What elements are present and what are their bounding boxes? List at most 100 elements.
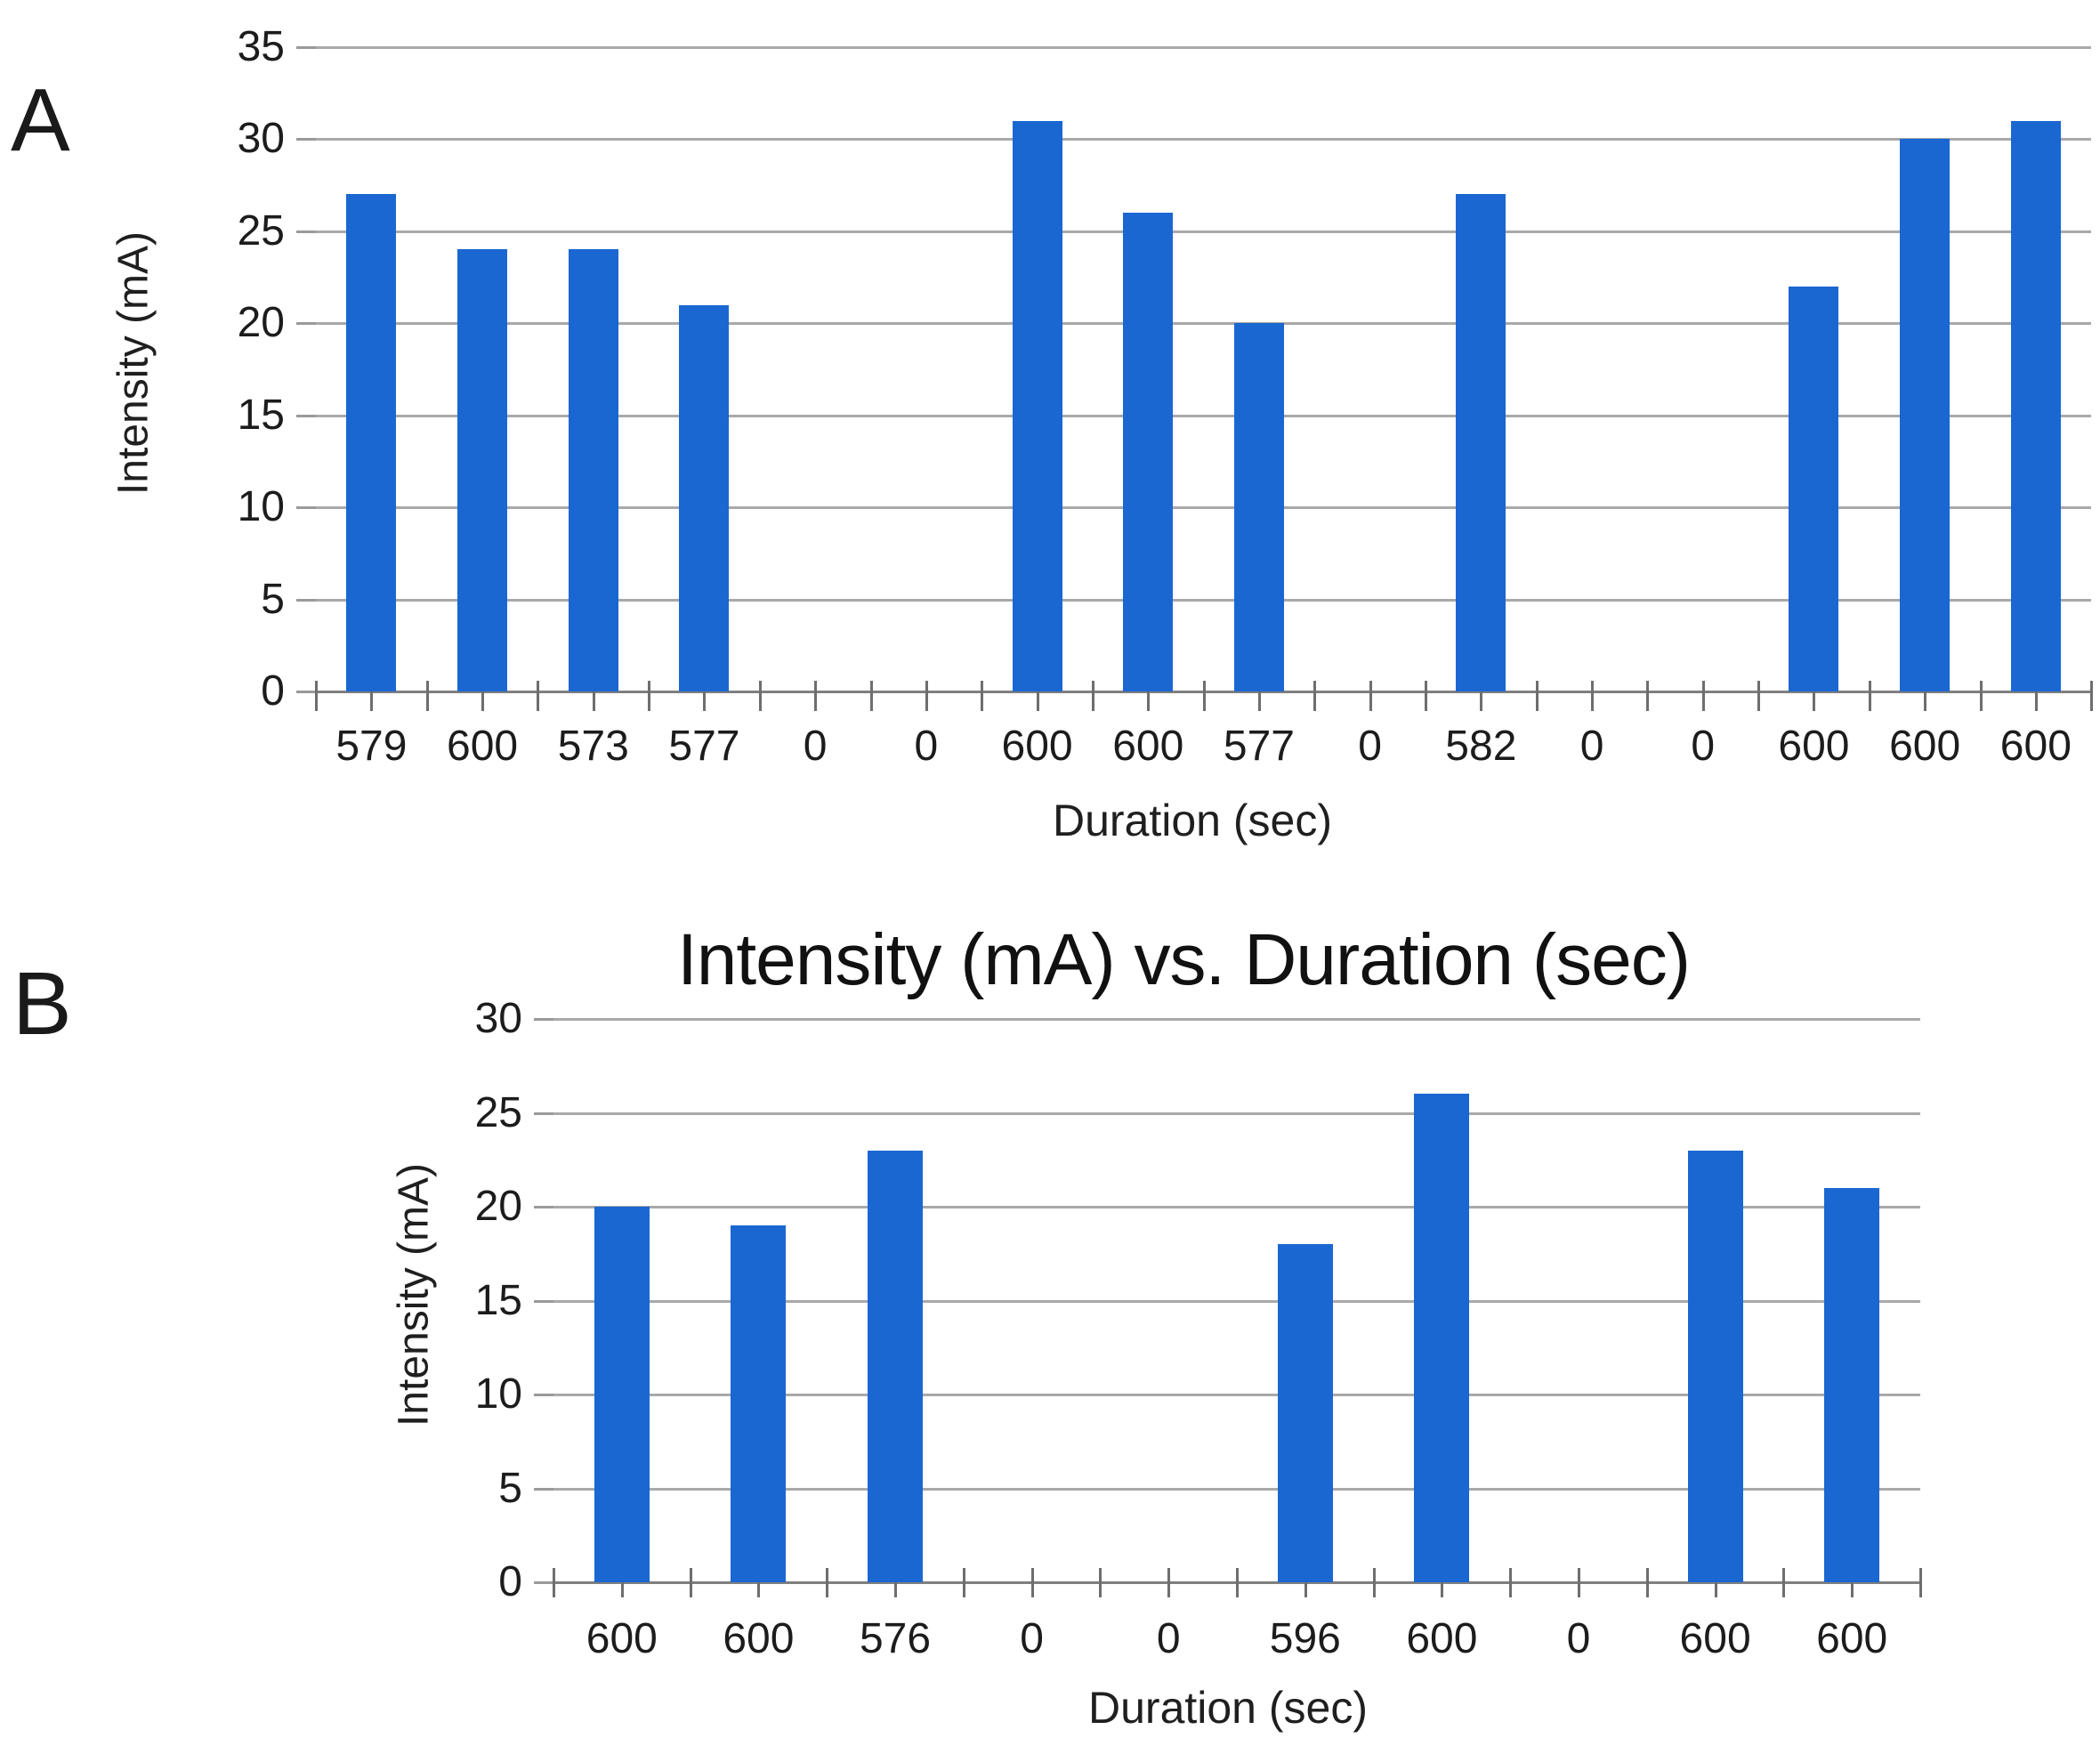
bar-600-26 <box>1123 213 1174 691</box>
x-tick-mark <box>1757 681 1761 711</box>
x-tick-mark <box>689 1568 692 1597</box>
gridline-y30 <box>316 138 2091 141</box>
bar-600-22 <box>1789 286 1839 691</box>
gridline-y35 <box>316 45 2091 49</box>
x-tick-mark <box>370 681 374 711</box>
x-tick-label: 600 <box>723 1615 795 1662</box>
y-tick-mark <box>296 691 316 693</box>
y-tick-label: 30 <box>237 115 285 163</box>
x-tick-mark <box>1236 1568 1239 1597</box>
x-tick-mark <box>1851 1568 1854 1597</box>
x-tick-label: 579 <box>335 723 408 770</box>
x-tick-mark <box>1441 1568 1444 1597</box>
x-tick-mark <box>1202 681 1206 711</box>
bar-579-27 <box>346 194 397 691</box>
plot-area-b: 0 5 10 15 20 25 30 600 600 576 0 0 596 600 0 600 600 <box>475 998 1922 1661</box>
y-tick-mark <box>534 1394 553 1396</box>
x-tick-label: 577 <box>1223 723 1295 770</box>
x-tick-label: 596 <box>1269 1615 1341 1662</box>
x-tick-label: 600 <box>1816 1615 1888 1662</box>
x-tick-mark <box>537 681 540 711</box>
y-tick-label: 30 <box>474 995 522 1042</box>
x-tick-mark <box>1979 681 1983 711</box>
x-tick-mark <box>757 1568 761 1597</box>
x-tick-mark <box>2034 681 2038 711</box>
gridline-y5 <box>553 1487 1920 1491</box>
x-tick-mark <box>1813 681 1816 711</box>
y-tick-mark <box>534 1018 553 1021</box>
x-tick-mark <box>894 1568 897 1597</box>
x-tick-mark <box>648 681 651 711</box>
x-tick-label: 0 <box>1358 723 1382 770</box>
x-tick-label: 0 <box>914 723 939 770</box>
x-axis-title-b: Duration (sec) <box>1088 1683 1368 1733</box>
gridline-y25 <box>316 230 2091 233</box>
x-tick-label: 600 <box>1001 723 1073 770</box>
x-tick-label: 600 <box>1889 723 1961 770</box>
y-tick-mark <box>534 1111 553 1115</box>
y-tick-label: 25 <box>237 206 285 255</box>
y-tick-mark <box>296 138 316 141</box>
x-tick-mark <box>1535 681 1539 711</box>
x-tick-mark <box>703 681 707 711</box>
y-tick-label: 10 <box>474 1370 522 1418</box>
bar-600-24 <box>457 249 508 691</box>
x-tick-label: 0 <box>1156 1615 1181 1662</box>
plot-area-a: 0 5 10 15 20 25 30 35 579 600 573 577 0 0 600 600 577 0 58… <box>238 25 2094 768</box>
x-tick-mark <box>2090 681 2094 711</box>
x-tick-label: 582 <box>1445 723 1517 770</box>
gridline-y30 <box>553 1018 1920 1021</box>
x-tick-mark <box>553 1568 555 1597</box>
gridline-y25 <box>553 1111 1920 1115</box>
x-axis-title-a: Duration (sec) <box>1053 796 1332 845</box>
gridline-y20 <box>553 1206 1920 1208</box>
gridline-y10 <box>553 1394 1920 1396</box>
x-tick-label: 600 <box>1679 1615 1751 1662</box>
bar-576-23 <box>868 1150 923 1582</box>
x-tick-label: 0 <box>1691 723 1716 770</box>
panel-label-a: A <box>11 70 70 170</box>
y-tick-label: 5 <box>261 575 285 623</box>
y-tick-mark <box>296 598 316 602</box>
gridline-y10 <box>316 506 2091 510</box>
y-tick-mark <box>296 230 316 233</box>
y-tick-label: 25 <box>474 1088 522 1136</box>
x-tick-mark <box>1030 1568 1034 1597</box>
y-axis-title-a: Intensity (mA) <box>109 230 158 496</box>
x-tick-mark <box>1257 681 1261 711</box>
x-tick-mark <box>1372 1568 1376 1597</box>
x-tick-mark <box>592 681 595 711</box>
x-tick-mark <box>1578 1568 1580 1597</box>
bar-600-31 <box>2010 120 2061 691</box>
x-tick-mark <box>814 681 818 711</box>
bar-573-24 <box>568 249 618 691</box>
y-tick-label: 35 <box>237 22 285 70</box>
gridline-y20 <box>316 322 2091 326</box>
x-tick-label: 600 <box>1778 723 1850 770</box>
x-tick-mark <box>1369 681 1372 711</box>
bar-596-18 <box>1277 1244 1333 1582</box>
x-tick-mark <box>1714 1568 1717 1597</box>
y-tick-label: 20 <box>237 299 285 347</box>
x-tick-mark <box>981 681 984 711</box>
bar-600-31 <box>1012 120 1062 691</box>
y-tick-mark <box>534 1487 553 1491</box>
x-tick-mark <box>925 681 928 711</box>
bar-600-26 <box>1414 1094 1470 1582</box>
chart-title-b: Intensity (mA) vs. Duration (sec) <box>676 919 1691 1000</box>
x-tick-mark <box>1701 681 1705 711</box>
x-tick-mark <box>1924 681 1927 711</box>
x-tick-mark <box>425 681 429 711</box>
x-tick-label: 600 <box>1112 723 1184 770</box>
y-tick-mark <box>534 1299 553 1303</box>
y-tick-label: 20 <box>474 1183 522 1230</box>
x-tick-label: 576 <box>859 1615 932 1662</box>
x-tick-mark <box>1645 1568 1649 1597</box>
x-tick-label: 0 <box>1579 723 1604 770</box>
x-tick-label: 0 <box>1020 1615 1044 1662</box>
y-tick-mark <box>534 1581 553 1584</box>
x-tick-mark <box>869 681 873 711</box>
gridline-y5 <box>316 598 2091 602</box>
gridline-y15 <box>553 1299 1920 1303</box>
x-tick-label: 600 <box>1406 1615 1478 1662</box>
